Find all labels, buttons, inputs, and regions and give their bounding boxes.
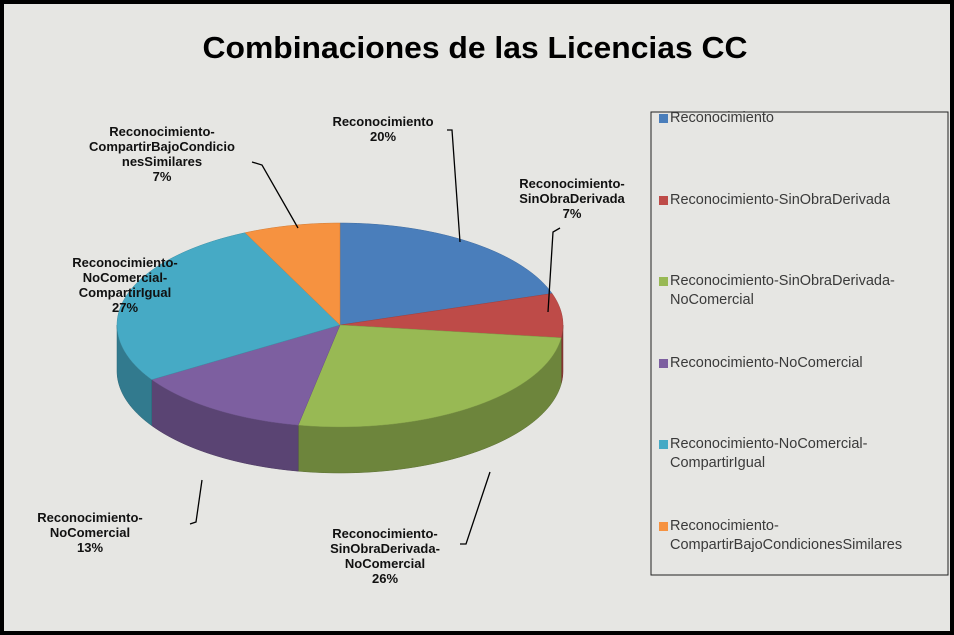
legend-swatch xyxy=(659,195,668,205)
legend-label: Reconocimiento-NoComercial xyxy=(670,354,863,371)
legend-swatch xyxy=(659,277,668,286)
label-line: NoComercial- xyxy=(83,270,168,285)
label-line: SinObraDerivada- xyxy=(330,541,440,556)
label-line: Reconocimiento- xyxy=(37,510,142,525)
label-line: Reconocimiento- xyxy=(519,176,624,191)
slice xyxy=(116,232,341,380)
legend-swatch xyxy=(659,440,668,449)
legend-label: Reconocimiento xyxy=(670,110,774,126)
label-line: Reconocimiento- xyxy=(72,255,177,270)
leader-line xyxy=(251,161,299,229)
legend-label: Reconocimiento-SinObraDerivada-NoComerci… xyxy=(670,273,895,308)
legend-label: Reconocimiento-SinObraDerivada xyxy=(670,191,891,208)
data-label-name: Reconocimiento xyxy=(332,114,433,129)
leader-line xyxy=(447,129,461,243)
chart-title: Combinaciones de las Licencias CC xyxy=(203,30,748,65)
data-label-name: Reconocimiento-SinObraDerivada-NoComerci… xyxy=(330,526,440,571)
data-label-name: Reconocimiento-NoComercial xyxy=(37,510,142,540)
data-label: 20% xyxy=(370,129,396,144)
leader-line xyxy=(460,471,491,545)
label-line: NoComercial xyxy=(50,525,130,540)
data-label: 13% xyxy=(77,540,103,555)
legend-label: Reconocimiento-NoComercial-CompartirIgua… xyxy=(670,436,868,471)
legend-swatch xyxy=(659,358,668,368)
data-label-name: Reconocimiento-CompartirBajoCondicio nesS… xyxy=(89,124,235,169)
slice xyxy=(151,324,341,426)
slice xyxy=(339,222,553,326)
data-label-name: Reconocimiento-NoComercial-CompartirIgua… xyxy=(72,255,177,300)
label-line: CompartirIgual xyxy=(79,285,171,300)
label-line: NoComercial xyxy=(345,556,425,571)
slice xyxy=(244,222,341,326)
slice xyxy=(339,293,564,339)
legend-swatch xyxy=(659,114,668,123)
data-label: 7% xyxy=(563,206,582,221)
leader-line xyxy=(547,227,561,313)
label-line: Reconocimiento- xyxy=(332,526,437,541)
data-label-name: Reconocimiento-SinObraDerivada xyxy=(519,176,625,206)
label-line: Reconocimiento- xyxy=(109,124,214,139)
label-line: Reconocimiento xyxy=(332,114,433,129)
data-label: 7% xyxy=(153,169,172,184)
legend-box xyxy=(650,111,949,576)
legend-swatch xyxy=(659,521,668,531)
label-line: CompartirBajoCondicio xyxy=(89,139,235,154)
data-label: 27% xyxy=(112,300,138,315)
leader-line xyxy=(189,479,203,525)
legend-label: Reconocimiento-CompartirBajoCondicionesS… xyxy=(670,517,903,553)
slice xyxy=(297,324,562,428)
label-line: SinObraDerivada xyxy=(519,191,625,206)
data-label: 26% xyxy=(372,571,398,586)
label-line: nesSimilares xyxy=(122,154,202,169)
